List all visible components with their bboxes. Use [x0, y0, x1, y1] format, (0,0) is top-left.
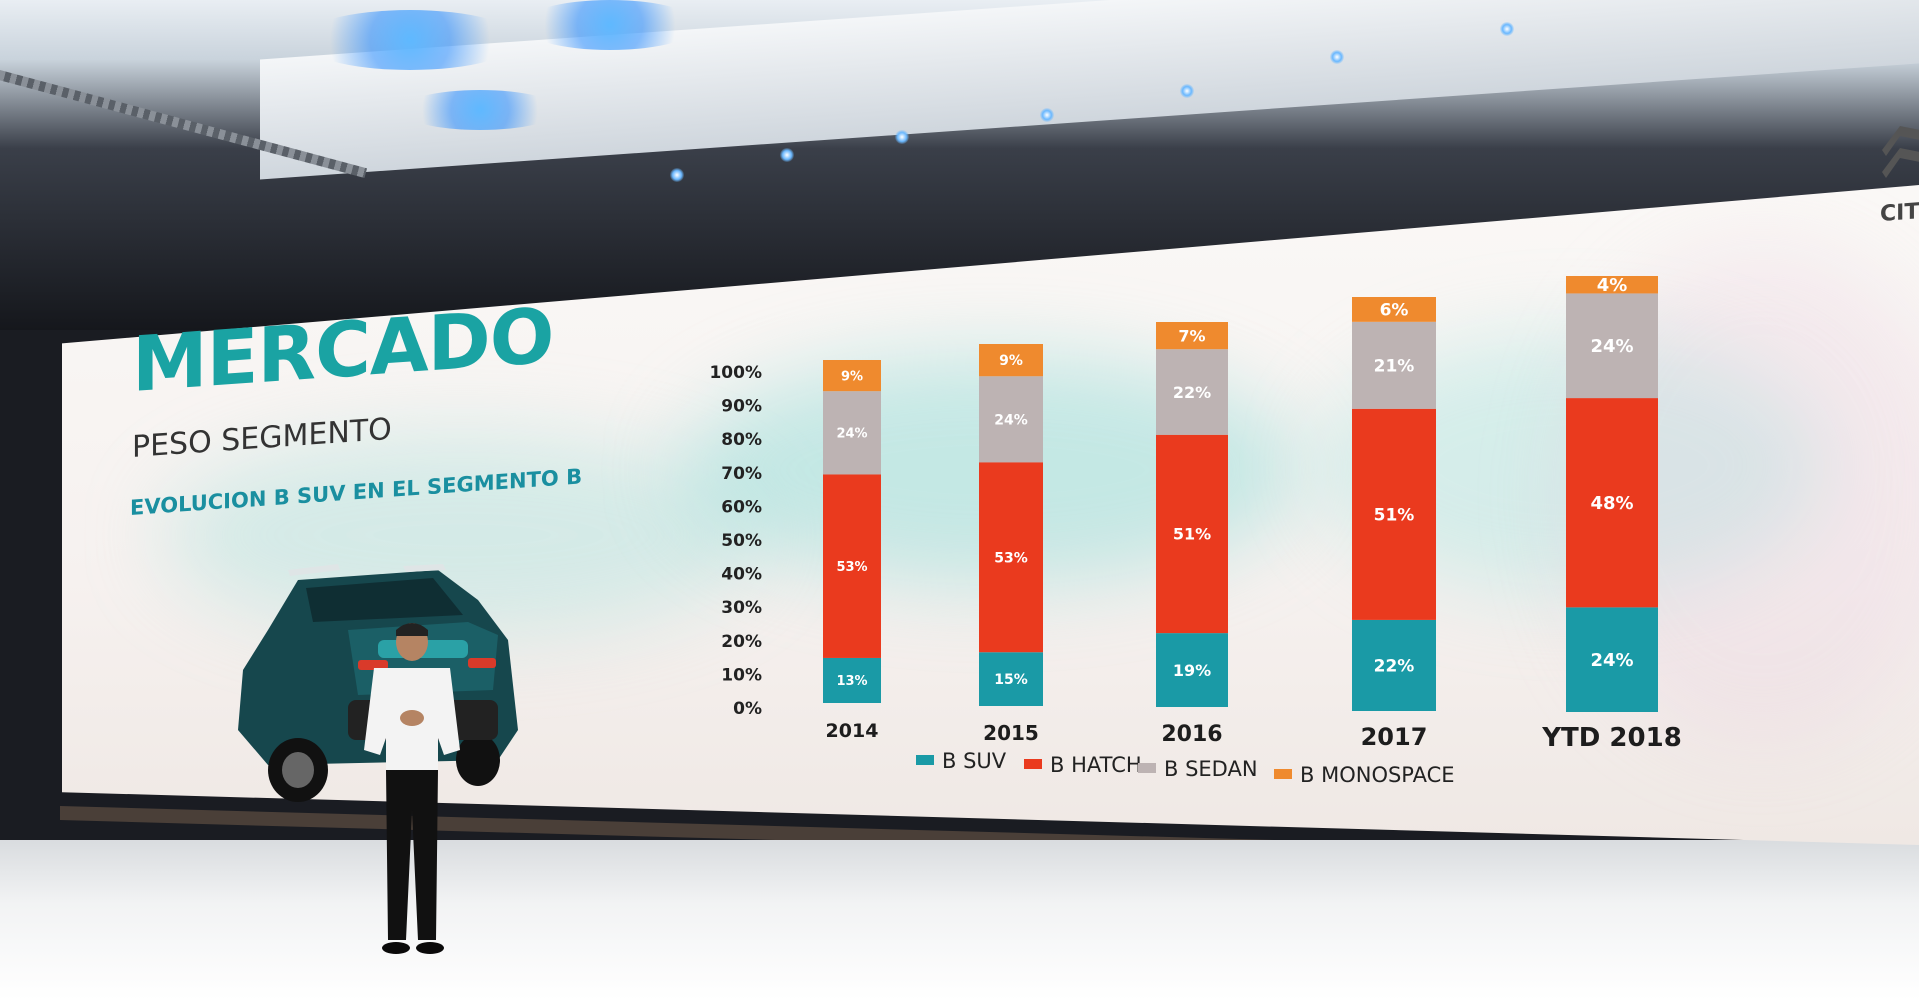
bar-data-label: 9%: [841, 369, 863, 384]
y-tick-label: 30%: [721, 598, 762, 618]
y-tick-label: 0%: [733, 699, 762, 719]
bar-data-label: 13%: [836, 674, 867, 689]
legend-swatch: [916, 755, 934, 765]
stage-led-light: [1330, 50, 1344, 64]
y-tick-label: 10%: [721, 665, 762, 685]
bar-segment-b-monospace: [1156, 322, 1228, 350]
bar-segment-b-monospace: [979, 344, 1043, 377]
presenter-person: [364, 623, 460, 954]
legend-label: B HATCH: [1050, 753, 1142, 777]
x-category-label: 2014: [826, 720, 879, 742]
y-tick-label: 70%: [721, 464, 762, 484]
bar-data-label: 22%: [1374, 657, 1415, 677]
y-tick-label: 60%: [721, 497, 762, 517]
y-tick-label: 50%: [721, 531, 762, 551]
bar-segment-b-suv: [1156, 633, 1228, 707]
bar-segment-b-hatch: [979, 462, 1043, 653]
stage-led-light: [780, 148, 794, 162]
bar-data-label: 19%: [1173, 661, 1211, 680]
bar-data-label: 22%: [1173, 383, 1211, 402]
y-tick-label: 100%: [709, 363, 762, 383]
bar-segment-b-suv: [823, 657, 881, 703]
bar-segment-b-monospace: [1352, 297, 1436, 322]
y-tick-label: 20%: [721, 632, 762, 652]
stage-led-light: [1500, 22, 1514, 36]
x-category-label: 2017: [1361, 723, 1428, 751]
x-category-label: 2016: [1161, 722, 1222, 747]
bar-segment-b-monospace: [823, 360, 881, 392]
legend-label: B SEDAN: [1164, 757, 1258, 781]
y-tick-label: 40%: [721, 565, 762, 585]
bar-segment-b-hatch: [1566, 398, 1658, 608]
bar-segment-b-suv: [1566, 607, 1658, 712]
bar-data-label: 24%: [1590, 650, 1633, 671]
ceiling-light-glow: [300, 10, 520, 70]
stage-led-light: [670, 168, 684, 182]
bar-segment-b-monospace: [1566, 276, 1658, 294]
bar-data-label: 51%: [1374, 505, 1415, 525]
bar-segment-b-sedan: [1566, 293, 1658, 399]
bar-segment-b-sedan: [1352, 321, 1436, 409]
legend-label: B MONOSPACE: [1300, 763, 1455, 787]
ceiling-light-glow: [520, 0, 700, 50]
bar-data-label: 24%: [994, 412, 1028, 428]
legend-label: B SUV: [942, 749, 1007, 773]
bar-segment-b-sedan: [823, 391, 881, 475]
legend-swatch: [1024, 759, 1042, 769]
bar-data-label: 7%: [1178, 326, 1205, 345]
bar-data-label: 24%: [836, 426, 867, 441]
y-tick-label: 80%: [721, 430, 762, 450]
legend-swatch: [1138, 763, 1156, 773]
bar-segment-b-sedan: [979, 376, 1043, 463]
bar-segment-b-hatch: [1156, 434, 1228, 634]
bar-segment-b-sedan: [1156, 349, 1228, 435]
bar-segment-b-hatch: [1352, 408, 1436, 620]
bar-data-label: 4%: [1597, 275, 1628, 296]
bar-data-label: 15%: [994, 672, 1028, 688]
stage-led-light: [895, 130, 909, 144]
bar-data-label: 51%: [1173, 525, 1211, 544]
bar-segment-b-suv: [979, 652, 1043, 706]
y-tick-label: 90%: [721, 397, 762, 417]
bar-segment-b-hatch: [823, 474, 881, 658]
brand-chevron-logo: [1882, 126, 1919, 178]
bar-data-label: 6%: [1380, 301, 1409, 321]
stage-floor: [0, 840, 1919, 1000]
bar-segment-b-suv: [1352, 619, 1436, 711]
bar-data-label: 21%: [1374, 356, 1415, 376]
bar-data-label: 53%: [994, 550, 1028, 566]
bar-data-label: 9%: [999, 353, 1023, 369]
stage-led-light: [1180, 84, 1194, 98]
legend-swatch: [1274, 769, 1292, 779]
x-category-label: YTD 2018: [1541, 723, 1682, 753]
ceiling-light-glow: [400, 90, 560, 130]
bar-data-label: 24%: [1590, 336, 1633, 357]
bar-data-label: 48%: [1590, 493, 1633, 514]
stage-led-light: [1040, 108, 1054, 122]
x-category-label: 2015: [983, 721, 1039, 745]
bar-data-label: 53%: [836, 560, 867, 575]
